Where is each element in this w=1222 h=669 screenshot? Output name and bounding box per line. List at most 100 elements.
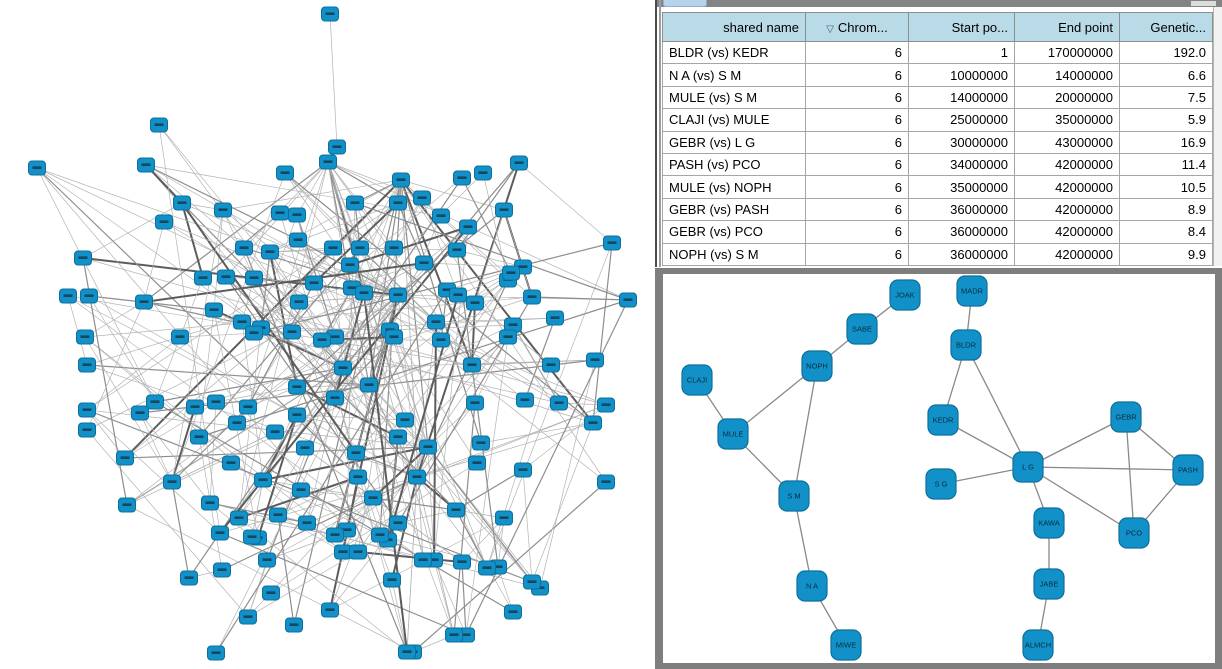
network-node[interactable]	[150, 117, 168, 133]
table-cell[interactable]: 6	[805, 152, 909, 177]
table-row[interactable]: GEBR (vs) PASH 6 36000000 42000000 8.9	[662, 197, 1213, 222]
table-row[interactable]: N A (vs) S M 6 10000000 14000000 6.6	[662, 63, 1213, 87]
table-cell[interactable]: 8.9	[1119, 197, 1213, 222]
network-node[interactable]	[499, 329, 517, 345]
network-node[interactable]	[194, 270, 212, 286]
network-node[interactable]	[292, 482, 310, 498]
network-node[interactable]	[76, 329, 94, 345]
node-madr[interactable]: MADR	[956, 275, 988, 307]
table-cell[interactable]: PASH (vs) PCO	[662, 152, 806, 177]
network-node[interactable]	[271, 205, 289, 221]
network-node[interactable]	[80, 288, 98, 304]
table-cell[interactable]: GEBR (vs) L G	[662, 130, 806, 154]
network-edge[interactable]	[1125, 416, 1135, 534]
table-cell[interactable]: 42000000	[1014, 152, 1120, 177]
network-node[interactable]	[321, 602, 339, 618]
table-cell[interactable]: 6	[805, 85, 909, 110]
network-node[interactable]	[289, 232, 307, 248]
table-row[interactable]: BLDR (vs) KEDR 6 1 170000000 192.0	[662, 40, 1213, 65]
network-node[interactable]	[385, 240, 403, 256]
network-node[interactable]	[288, 379, 306, 395]
column-header-genetic[interactable]: Genetic...	[1119, 12, 1213, 42]
node-kedr[interactable]: KEDR	[927, 404, 959, 436]
network-node[interactable]	[214, 202, 232, 218]
table-cell[interactable]: 35000000	[908, 175, 1015, 199]
node-noph[interactable]: NOPH	[801, 350, 833, 382]
network-node[interactable]	[448, 242, 466, 258]
table-cell[interactable]: GEBR (vs) PASH	[662, 197, 806, 222]
network-node[interactable]	[146, 394, 164, 410]
table-cell[interactable]: 6.6	[1119, 63, 1213, 87]
node-joak[interactable]: JOAK	[889, 279, 921, 311]
network-node[interactable]	[288, 207, 306, 223]
network-node[interactable]	[392, 172, 410, 188]
network-node[interactable]	[266, 424, 284, 440]
network-node[interactable]	[389, 287, 407, 303]
network-node[interactable]	[74, 250, 92, 266]
network-node[interactable]	[186, 399, 204, 415]
network-node[interactable]	[459, 219, 477, 235]
network-node[interactable]	[235, 240, 253, 256]
table-cell[interactable]: 42000000	[1014, 175, 1120, 199]
network-node[interactable]	[228, 415, 246, 431]
network-node[interactable]	[355, 285, 373, 301]
network-edge[interactable]	[1027, 416, 1127, 468]
network-node[interactable]	[389, 429, 407, 445]
table-cell[interactable]: 16.9	[1119, 130, 1213, 154]
network-node[interactable]	[285, 617, 303, 633]
network-node[interactable]	[245, 325, 263, 341]
network-node[interactable]	[427, 314, 445, 330]
network-node[interactable]	[347, 445, 365, 461]
toolbar-tab-fragment[interactable]	[663, 0, 707, 7]
network-edge[interactable]	[965, 344, 1029, 468]
table-cell[interactable]: 10.5	[1119, 175, 1213, 199]
network-node[interactable]	[603, 235, 621, 251]
network-node[interactable]	[414, 552, 432, 568]
node-mule[interactable]: MULE	[717, 418, 749, 450]
network-node[interactable]	[523, 574, 541, 590]
network-node[interactable]	[59, 288, 77, 304]
table-cell[interactable]: N A (vs) S M	[662, 63, 806, 87]
network-node[interactable]	[211, 525, 229, 541]
table-cell[interactable]: 5.9	[1119, 108, 1213, 132]
network-node[interactable]	[472, 435, 490, 451]
table-cell[interactable]: 34000000	[908, 152, 1015, 177]
network-edge[interactable]	[1027, 466, 1189, 471]
network-node[interactable]	[449, 287, 467, 303]
table-cell[interactable]: MULE (vs) S M	[662, 85, 806, 110]
network-node[interactable]	[389, 515, 407, 531]
network-node[interactable]	[432, 208, 450, 224]
network-node[interactable]	[516, 392, 534, 408]
table-cell[interactable]: 42000000	[1014, 197, 1120, 222]
network-node[interactable]	[349, 544, 367, 560]
network-node[interactable]	[510, 155, 528, 171]
network-node[interactable]	[239, 399, 257, 415]
network-node[interactable]	[276, 165, 294, 181]
column-header-shared-name[interactable]: shared name	[662, 12, 806, 42]
table-cell[interactable]: GEBR (vs) PCO	[662, 220, 806, 244]
node-almch[interactable]: ALMCH	[1022, 629, 1054, 661]
network-edge[interactable]	[793, 365, 818, 497]
network-node[interactable]	[495, 202, 513, 218]
table-cell[interactable]: 10000000	[908, 63, 1015, 87]
network-node[interactable]	[324, 240, 342, 256]
network-node[interactable]	[550, 395, 568, 411]
network-node[interactable]	[468, 455, 486, 471]
network-node[interactable]	[305, 275, 323, 291]
network-node[interactable]	[243, 529, 261, 545]
network-node[interactable]	[296, 440, 314, 456]
table-cell[interactable]: 6	[805, 63, 909, 87]
network-node[interactable]	[290, 294, 308, 310]
network-node[interactable]	[239, 609, 257, 625]
network-node[interactable]	[201, 495, 219, 511]
network-node[interactable]	[163, 474, 181, 490]
network-node[interactable]	[389, 195, 407, 211]
network-node[interactable]	[326, 527, 344, 543]
network-node[interactable]	[383, 572, 401, 588]
table-row[interactable]: PASH (vs) PCO 6 34000000 42000000 11.4	[662, 152, 1213, 177]
network-node[interactable]	[118, 497, 136, 513]
network-node[interactable]	[171, 329, 189, 345]
network-node[interactable]	[326, 390, 344, 406]
node-l-g[interactable]: L G	[1012, 451, 1044, 483]
table-row[interactable]: NOPH (vs) S M 6 36000000 42000000 9.9	[662, 242, 1213, 266]
